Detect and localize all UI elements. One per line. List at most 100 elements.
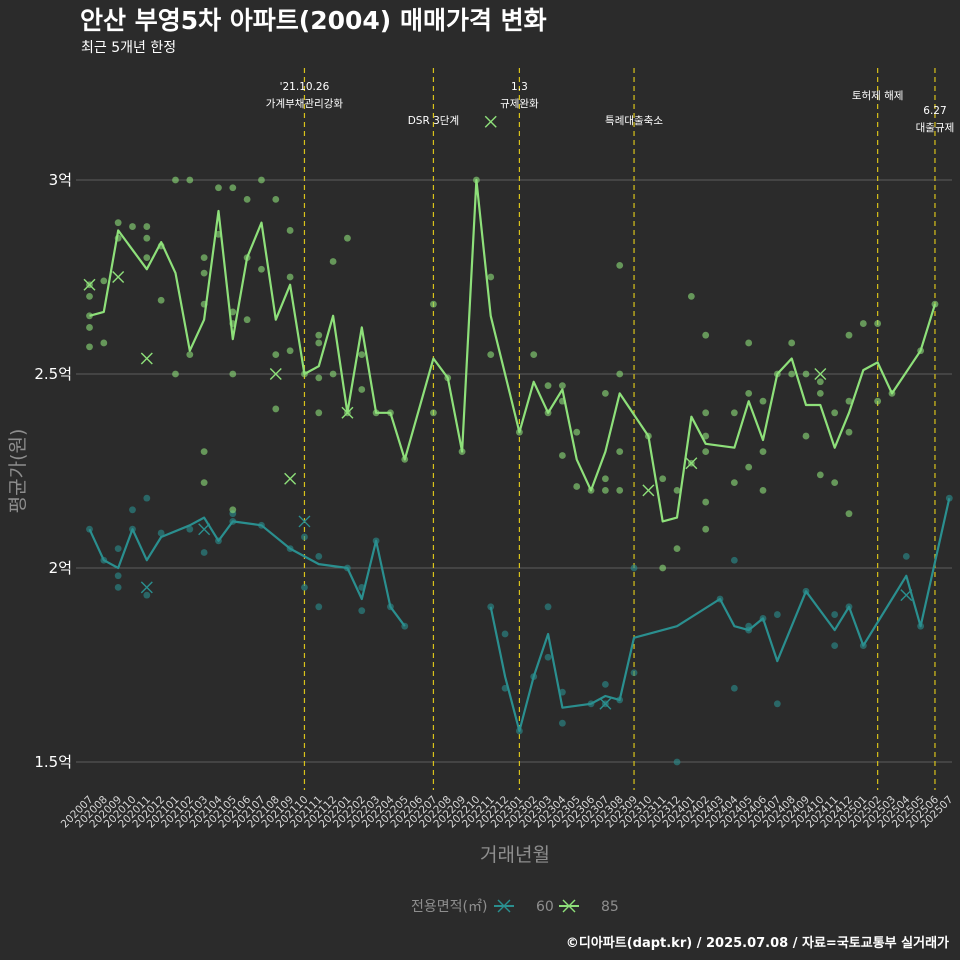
data-point (114, 545, 122, 552)
data-point (229, 184, 237, 192)
cross-stroke (900, 589, 913, 602)
series-line (89, 178, 937, 523)
legend-cross (497, 899, 511, 913)
data-point (845, 510, 853, 518)
data-point (329, 370, 337, 378)
data-point (573, 483, 581, 490)
y-axis-ticks: 1.5억 2억 2.5억 3억 (34, 171, 80, 771)
cross-stroke (112, 271, 125, 283)
data-point (143, 234, 151, 242)
data-point (702, 525, 710, 533)
data-point (286, 273, 294, 281)
cross-marker (341, 406, 354, 419)
data-point (301, 533, 308, 541)
cross-stroke (599, 697, 612, 710)
data-point (616, 448, 624, 455)
y-axis-title: 평균가(원) (7, 429, 29, 514)
data-point (730, 684, 738, 692)
data-point (358, 351, 366, 358)
cross-stroke (685, 457, 698, 470)
data-point (730, 479, 738, 487)
cross-marker (484, 115, 497, 128)
data-point (315, 603, 323, 611)
data-point (859, 320, 867, 327)
data-point (272, 351, 280, 358)
data-point (200, 269, 208, 277)
data-point (601, 390, 609, 397)
data-point (315, 409, 323, 417)
data-point (129, 223, 136, 230)
cross-marker (269, 368, 282, 380)
data-point (430, 409, 437, 417)
data-point (258, 265, 265, 273)
data-point (616, 370, 624, 378)
cross-stroke (140, 352, 153, 365)
cross-stroke (198, 523, 211, 536)
data-point (659, 475, 667, 483)
data-point (773, 611, 781, 618)
data-point (286, 227, 294, 234)
cross-marker (83, 278, 96, 291)
data-point (157, 296, 165, 304)
series-85 (83, 115, 939, 572)
data-point (730, 409, 738, 417)
data-point (831, 642, 839, 649)
data-point (802, 370, 810, 378)
data-point (530, 351, 538, 358)
data-point (601, 487, 609, 494)
data-point (702, 432, 710, 440)
data-point (702, 498, 710, 506)
data-point (186, 525, 194, 533)
data-point (329, 258, 337, 265)
cross-marker (814, 368, 827, 380)
cross-stroke (284, 472, 297, 485)
data-point (788, 370, 796, 378)
data-point (759, 448, 767, 455)
x-axis-title: 거래년월 (480, 844, 550, 866)
event-label: 6.27 (923, 105, 946, 117)
data-point (845, 331, 853, 339)
data-point (286, 347, 294, 355)
data-point (86, 343, 93, 351)
data-point (86, 293, 93, 300)
event-label: 토허제 해제 (852, 89, 904, 102)
data-point (730, 556, 738, 564)
data-point (315, 331, 323, 339)
series-line (489, 497, 951, 733)
data-point (874, 320, 882, 327)
data-point (200, 549, 208, 556)
data-point (143, 223, 151, 230)
data-point (831, 409, 839, 417)
data-point (430, 300, 437, 308)
data-point (358, 607, 366, 615)
data-point (272, 196, 280, 203)
data-point (258, 176, 265, 184)
data-point (186, 351, 194, 358)
data-point (845, 428, 853, 436)
data-point (301, 584, 308, 591)
data-point (702, 448, 710, 455)
data-point (243, 196, 251, 203)
cross-marker (140, 581, 153, 594)
cross-marker (642, 484, 655, 497)
cross-marker (685, 457, 698, 470)
event-label: 1.3 (511, 81, 528, 93)
cross-stroke (814, 368, 827, 380)
data-point (874, 397, 882, 405)
data-point (831, 611, 839, 618)
data-point (845, 397, 853, 405)
data-point (157, 529, 165, 537)
data-point (745, 463, 753, 471)
data-point (902, 552, 910, 560)
data-point (344, 234, 351, 242)
data-point (143, 591, 151, 599)
data-point (315, 552, 323, 560)
legend-label: 85 (601, 899, 619, 915)
data-point (315, 374, 323, 382)
data-point (802, 432, 810, 440)
event-label: 가계부채관리강화 (266, 98, 344, 110)
data-point (687, 293, 695, 300)
cross-stroke (83, 278, 96, 291)
cross-marker (900, 589, 913, 602)
